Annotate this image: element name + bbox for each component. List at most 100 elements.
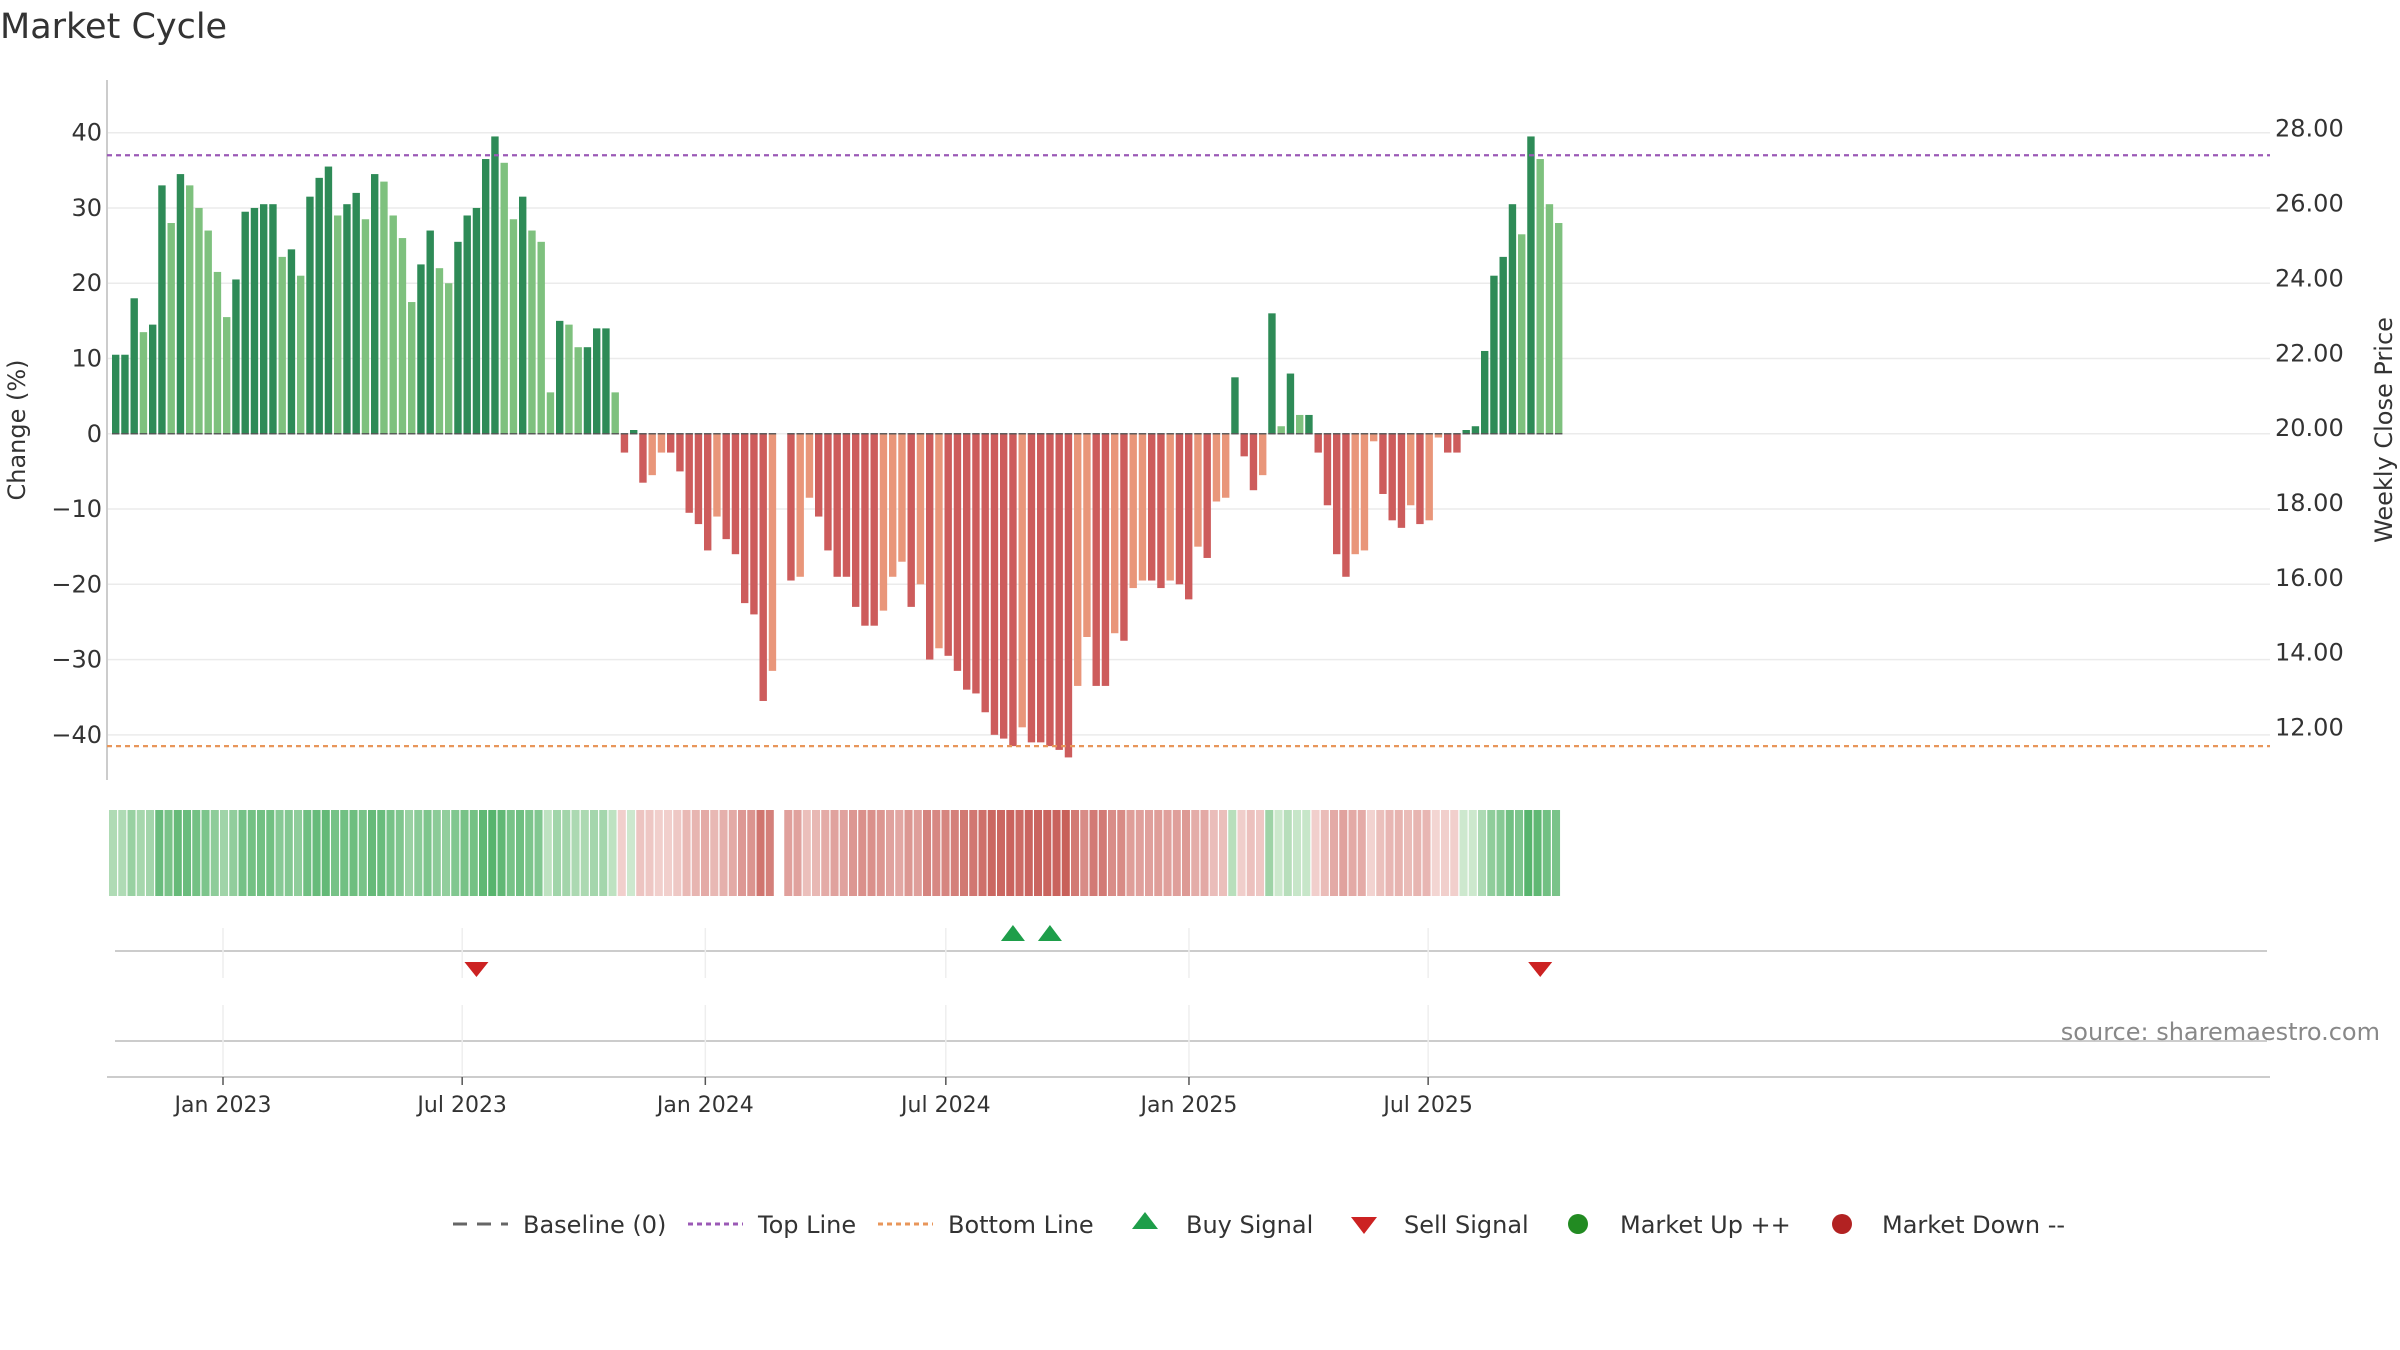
x-tick-label: Jan 2025 bbox=[1139, 1093, 1238, 1118]
strip-cell bbox=[136, 810, 145, 896]
strip-cell bbox=[1552, 810, 1561, 896]
strip-cell bbox=[710, 810, 719, 896]
legend-top-line-label: Top Line bbox=[757, 1211, 856, 1239]
y2-tick-label: 28.00 bbox=[2275, 115, 2344, 143]
bar bbox=[824, 433, 832, 551]
bar bbox=[1462, 430, 1470, 434]
strip-cell bbox=[1126, 810, 1135, 896]
bar bbox=[722, 433, 730, 540]
bar bbox=[315, 177, 323, 434]
bar bbox=[417, 264, 425, 434]
x-tick-label: Jan 2024 bbox=[655, 1093, 754, 1118]
bar bbox=[1277, 426, 1285, 434]
strip-cell bbox=[395, 810, 404, 896]
strip-cell bbox=[1080, 810, 1089, 896]
strip-cell bbox=[1450, 810, 1459, 896]
y-tick-label: 40 bbox=[71, 119, 102, 147]
y2-tick-label: 20.00 bbox=[2275, 414, 2344, 442]
x-tick-label: Jul 2024 bbox=[899, 1093, 991, 1118]
bar bbox=[1527, 136, 1535, 434]
strip-cell bbox=[1487, 810, 1496, 896]
bar bbox=[426, 230, 434, 434]
strip-cell bbox=[1376, 810, 1385, 896]
bar bbox=[500, 162, 508, 434]
strip-cell bbox=[756, 810, 765, 896]
strip-cell bbox=[238, 810, 247, 896]
bar bbox=[741, 433, 749, 604]
bar bbox=[805, 433, 814, 498]
strip-cell bbox=[127, 810, 136, 896]
y-tick-label: 20 bbox=[71, 269, 102, 297]
strip-cell bbox=[173, 810, 182, 896]
strip-cell bbox=[1515, 810, 1524, 896]
strip-cell bbox=[210, 810, 219, 896]
bar bbox=[463, 215, 471, 434]
strip-cell bbox=[1191, 810, 1200, 896]
bar bbox=[389, 215, 397, 434]
strip-cell bbox=[1219, 810, 1228, 896]
strip-cell bbox=[1505, 810, 1514, 896]
bar bbox=[611, 392, 619, 434]
strip-cell bbox=[1283, 810, 1292, 896]
strip-cell bbox=[377, 810, 386, 896]
bar bbox=[361, 219, 370, 434]
bar bbox=[759, 433, 767, 701]
strip-cell bbox=[109, 810, 118, 896]
strip-cell bbox=[247, 810, 256, 896]
strip-cell bbox=[784, 810, 793, 896]
bar bbox=[1194, 433, 1202, 547]
bar bbox=[482, 159, 490, 434]
bar bbox=[1231, 377, 1239, 434]
bar bbox=[953, 433, 962, 671]
strip-cell bbox=[321, 810, 330, 896]
bar bbox=[297, 275, 305, 434]
bar bbox=[889, 433, 897, 577]
legend-item-market-up: Market Up ++ bbox=[1568, 1211, 1791, 1239]
bar bbox=[519, 196, 527, 434]
strip-cell bbox=[1441, 810, 1450, 896]
strip-cell bbox=[118, 810, 127, 896]
strip-cell bbox=[1311, 810, 1320, 896]
strip-cell bbox=[1237, 810, 1246, 896]
strip-cell bbox=[1468, 810, 1477, 896]
legend-sell-label: Sell Signal bbox=[1404, 1211, 1529, 1239]
strip-cell bbox=[1422, 810, 1431, 896]
strip-cell bbox=[1071, 810, 1080, 896]
bar bbox=[352, 192, 360, 434]
bar bbox=[1203, 433, 1211, 558]
strip-cell bbox=[608, 810, 617, 896]
strip-cell bbox=[571, 810, 580, 896]
strip-cell bbox=[617, 810, 626, 896]
bar bbox=[796, 433, 804, 577]
legend: Baseline (0) Top Line Bottom Line Buy Si… bbox=[453, 1211, 2065, 1239]
bar bbox=[1397, 433, 1406, 528]
strip-cell bbox=[738, 810, 747, 896]
strip-cell bbox=[349, 810, 358, 896]
strip-cell bbox=[229, 810, 238, 896]
legend-market-up-label: Market Up ++ bbox=[1620, 1211, 1791, 1239]
strip-cell bbox=[192, 810, 201, 896]
bar bbox=[1471, 426, 1480, 434]
strip-cell bbox=[682, 810, 691, 896]
strip-cell bbox=[1061, 810, 1070, 896]
y2-tick-label: 22.00 bbox=[2275, 339, 2344, 367]
strip-cell bbox=[1015, 810, 1024, 896]
strip-cell bbox=[1117, 810, 1126, 896]
bar bbox=[121, 354, 129, 434]
bar bbox=[657, 433, 666, 453]
strip-cell bbox=[183, 810, 192, 896]
strip-cell bbox=[358, 810, 367, 896]
bar bbox=[1425, 433, 1433, 521]
bar bbox=[704, 433, 712, 551]
bar bbox=[1388, 433, 1396, 521]
strip-cell bbox=[331, 810, 340, 896]
strip-cell bbox=[645, 810, 654, 896]
strip-cell bbox=[562, 810, 571, 896]
bar bbox=[1018, 433, 1026, 728]
bar bbox=[1101, 433, 1110, 686]
bar bbox=[935, 433, 943, 649]
bar bbox=[445, 283, 453, 434]
strip-cell bbox=[1209, 810, 1218, 896]
bar bbox=[334, 215, 342, 434]
bar bbox=[546, 392, 555, 434]
